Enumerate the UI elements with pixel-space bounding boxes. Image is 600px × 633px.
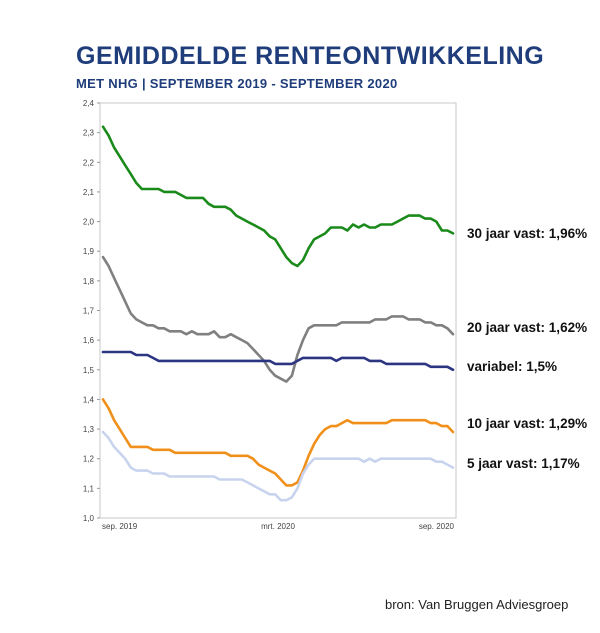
y-tick-label: 2,3 xyxy=(83,129,95,138)
y-tick-label: 1,9 xyxy=(83,247,95,256)
chart-subtitle: MET NHG | SEPTEMBER 2019 - SEPTEMBER 202… xyxy=(76,76,398,91)
y-tick-label: 1,8 xyxy=(83,277,95,286)
series-line-5-jaar-vast xyxy=(101,430,455,502)
y-tick-label: 2,4 xyxy=(83,99,95,108)
y-tick-label: 1,2 xyxy=(83,455,95,464)
y-tick-label: 2,0 xyxy=(83,218,95,227)
series-end-label-10-jaar-vast: 10 jaar vast: 1,29% xyxy=(467,416,587,431)
y-tick-label: 1,1 xyxy=(83,484,95,493)
plot-area-frame xyxy=(99,102,457,519)
series-line-variabel xyxy=(101,350,455,372)
series-end-label-20-jaar-vast: 20 jaar vast: 1,62% xyxy=(467,320,587,335)
y-tick-label: 1,0 xyxy=(83,514,95,523)
y-tick-label: 2,1 xyxy=(83,188,95,197)
source-credit: bron: Van Bruggen Adviesgroep xyxy=(385,597,569,612)
y-tick-label: 1,3 xyxy=(83,425,95,434)
series-line-10-jaar-vast xyxy=(101,398,455,487)
series-end-label-variabel: variabel: 1,5% xyxy=(467,359,557,374)
x-tick-label: mrt. 2020 xyxy=(261,522,295,531)
series-end-label-5-jaar-vast: 5 jaar vast: 1,17% xyxy=(467,456,580,471)
y-tick-label: 1,5 xyxy=(83,366,95,375)
y-tick-label: 1,6 xyxy=(83,336,95,345)
series-line-30-jaar-vast xyxy=(101,125,455,268)
chart-title: GEMIDDELDE RENTEONTWIKKELING xyxy=(76,42,545,70)
x-tick-label: sep. 2019 xyxy=(102,522,138,531)
series-end-label-30-jaar-vast: 30 jaar vast: 1,96% xyxy=(467,226,587,241)
x-tick-label: sep. 2020 xyxy=(419,522,455,531)
y-tick-label: 1,4 xyxy=(83,395,95,404)
y-tick-label: 1,7 xyxy=(83,307,95,316)
y-tick-label: 2,2 xyxy=(83,158,95,167)
series-line-20-jaar-vast xyxy=(101,255,455,383)
